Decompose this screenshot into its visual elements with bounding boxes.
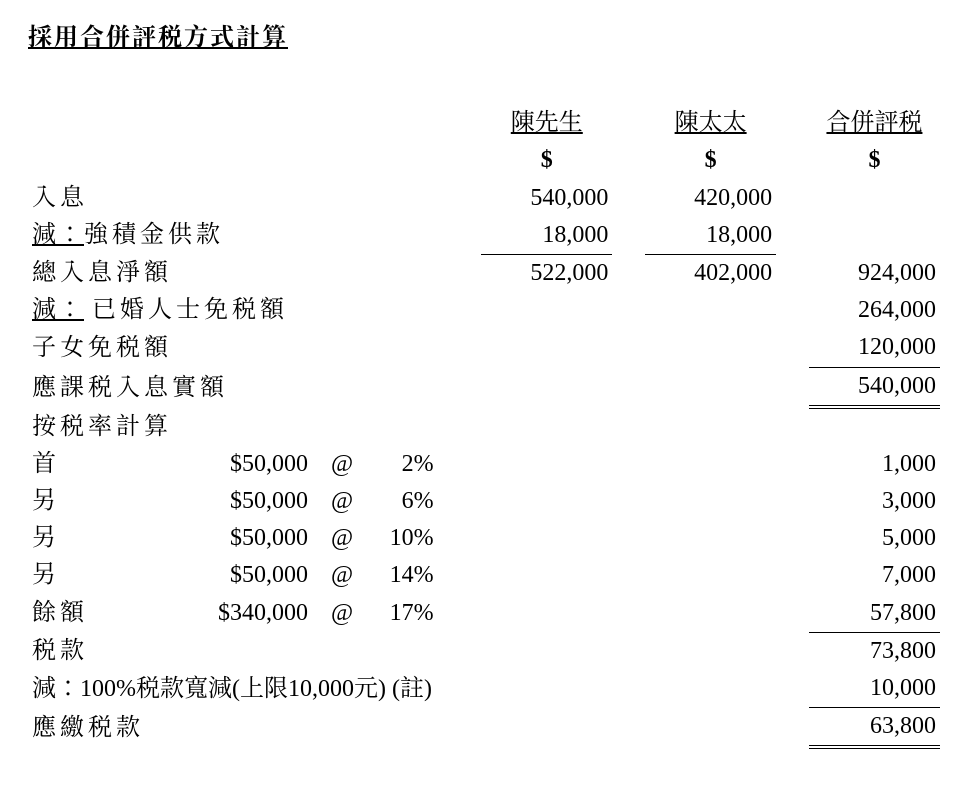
bracket-rate: 6% [372, 483, 438, 520]
header-col1: 陳先生 [481, 105, 612, 142]
married-allow-c3: 264,000 [809, 292, 940, 329]
bracket-at: @ [312, 595, 372, 633]
net-chargeable-label: 應課税入息實額 [28, 367, 438, 407]
tax-value: 73,800 [809, 632, 940, 670]
tax-label: 税款 [28, 632, 438, 670]
document-title: 採用合併評税方式計算 [28, 20, 940, 57]
mpf-c1: 18,000 [481, 217, 612, 255]
payable-label: 應繳税款 [28, 708, 438, 748]
less-prefix-2: 減： [32, 297, 84, 323]
bracket-at: @ [312, 557, 372, 594]
bracket-amount: $340,000 [159, 595, 312, 633]
bracket-amount: $50,000 [159, 446, 312, 483]
currency-row: $ $ $ [28, 142, 940, 179]
mpf-label: 強積金供款 [84, 222, 224, 248]
bracket-label: 首 [28, 446, 159, 483]
net-income-label: 總入息淨額 [28, 254, 438, 292]
mpf-c2: 18,000 [645, 217, 776, 255]
rebate-row: 減：100%税款寬減(上限10,000元) (註) 10,000 [28, 670, 940, 708]
bracket-at: @ [312, 520, 372, 557]
mpf-row: 減：強積金供款 18,000 18,000 [28, 217, 940, 255]
tax-bracket-row: 餘額 $340,000 @ 17% 57,800 [28, 595, 940, 633]
rebate-value: 10,000 [809, 670, 940, 708]
currency-col2: $ [645, 142, 776, 179]
bracket-value: 7,000 [809, 557, 940, 594]
income-c1: 540,000 [481, 180, 612, 217]
income-label: 入息 [28, 180, 438, 217]
tax-bracket-row: 首 $50,000 @ 2% 1,000 [28, 446, 940, 483]
bracket-rate: 17% [372, 595, 438, 633]
bracket-amount: $50,000 [159, 483, 312, 520]
net-chargeable-row: 應課税入息實額 540,000 [28, 367, 940, 407]
net-income-c3: 924,000 [809, 254, 940, 292]
tax-bracket-row: 另 $50,000 @ 14% 7,000 [28, 557, 940, 594]
bracket-rate: 10% [372, 520, 438, 557]
bracket-rate: 14% [372, 557, 438, 594]
bracket-rate: 2% [372, 446, 438, 483]
rate-header: 按税率計算 [28, 407, 940, 446]
bracket-label: 另 [28, 520, 159, 557]
tax-calculation-document: 採用合併評税方式計算 陳先生 陳太太 合併評税 $ $ $ [0, 0, 960, 769]
bracket-at: @ [312, 483, 372, 520]
header-row: 陳先生 陳太太 合併評税 [28, 105, 940, 142]
net-income-row: 總入息淨額 522,000 402,000 924,000 [28, 254, 940, 292]
less-prefix-1: 減： [32, 222, 84, 248]
tax-row: 税款 73,800 [28, 632, 940, 670]
net-income-c2: 402,000 [645, 254, 776, 292]
header-col2: 陳太太 [645, 105, 776, 142]
bracket-amount: $50,000 [159, 557, 312, 594]
rate-header-row: 按税率計算 [28, 407, 940, 446]
tax-bracket-row: 另 $50,000 @ 10% 5,000 [28, 520, 940, 557]
bracket-label: 另 [28, 557, 159, 594]
bracket-amount: $50,000 [159, 520, 312, 557]
net-chargeable-c3: 540,000 [809, 367, 940, 407]
rebate-label: 減：100%税款寬減(上限10,000元) (註) [28, 670, 776, 708]
bracket-at: @ [312, 446, 372, 483]
bracket-value: 57,800 [809, 595, 940, 633]
bracket-value: 1,000 [809, 446, 940, 483]
header-col3: 合併評税 [809, 105, 940, 142]
currency-col3: $ [809, 142, 940, 179]
married-allow-label: 已婚人士免税額 [92, 297, 288, 323]
child-allow-label: 子女免税額 [28, 329, 438, 367]
payable-value: 63,800 [809, 708, 940, 748]
bracket-value: 3,000 [809, 483, 940, 520]
child-allow-row: 子女免税額 120,000 [28, 329, 940, 367]
income-c2: 420,000 [645, 180, 776, 217]
net-income-c1: 522,000 [481, 254, 612, 292]
tax-bracket-row: 另 $50,000 @ 6% 3,000 [28, 483, 940, 520]
married-allow-row: 減： 已婚人士免税額 264,000 [28, 292, 940, 329]
child-allow-c3: 120,000 [809, 329, 940, 367]
bracket-label: 餘額 [28, 595, 159, 633]
bracket-value: 5,000 [809, 520, 940, 557]
bracket-label: 另 [28, 483, 159, 520]
payable-row: 應繳税款 63,800 [28, 708, 940, 748]
tax-table: 陳先生 陳太太 合併評税 $ $ $ 入息 540,000 420,000 減：… [28, 105, 940, 749]
income-row: 入息 540,000 420,000 [28, 180, 940, 217]
currency-col1: $ [481, 142, 612, 179]
